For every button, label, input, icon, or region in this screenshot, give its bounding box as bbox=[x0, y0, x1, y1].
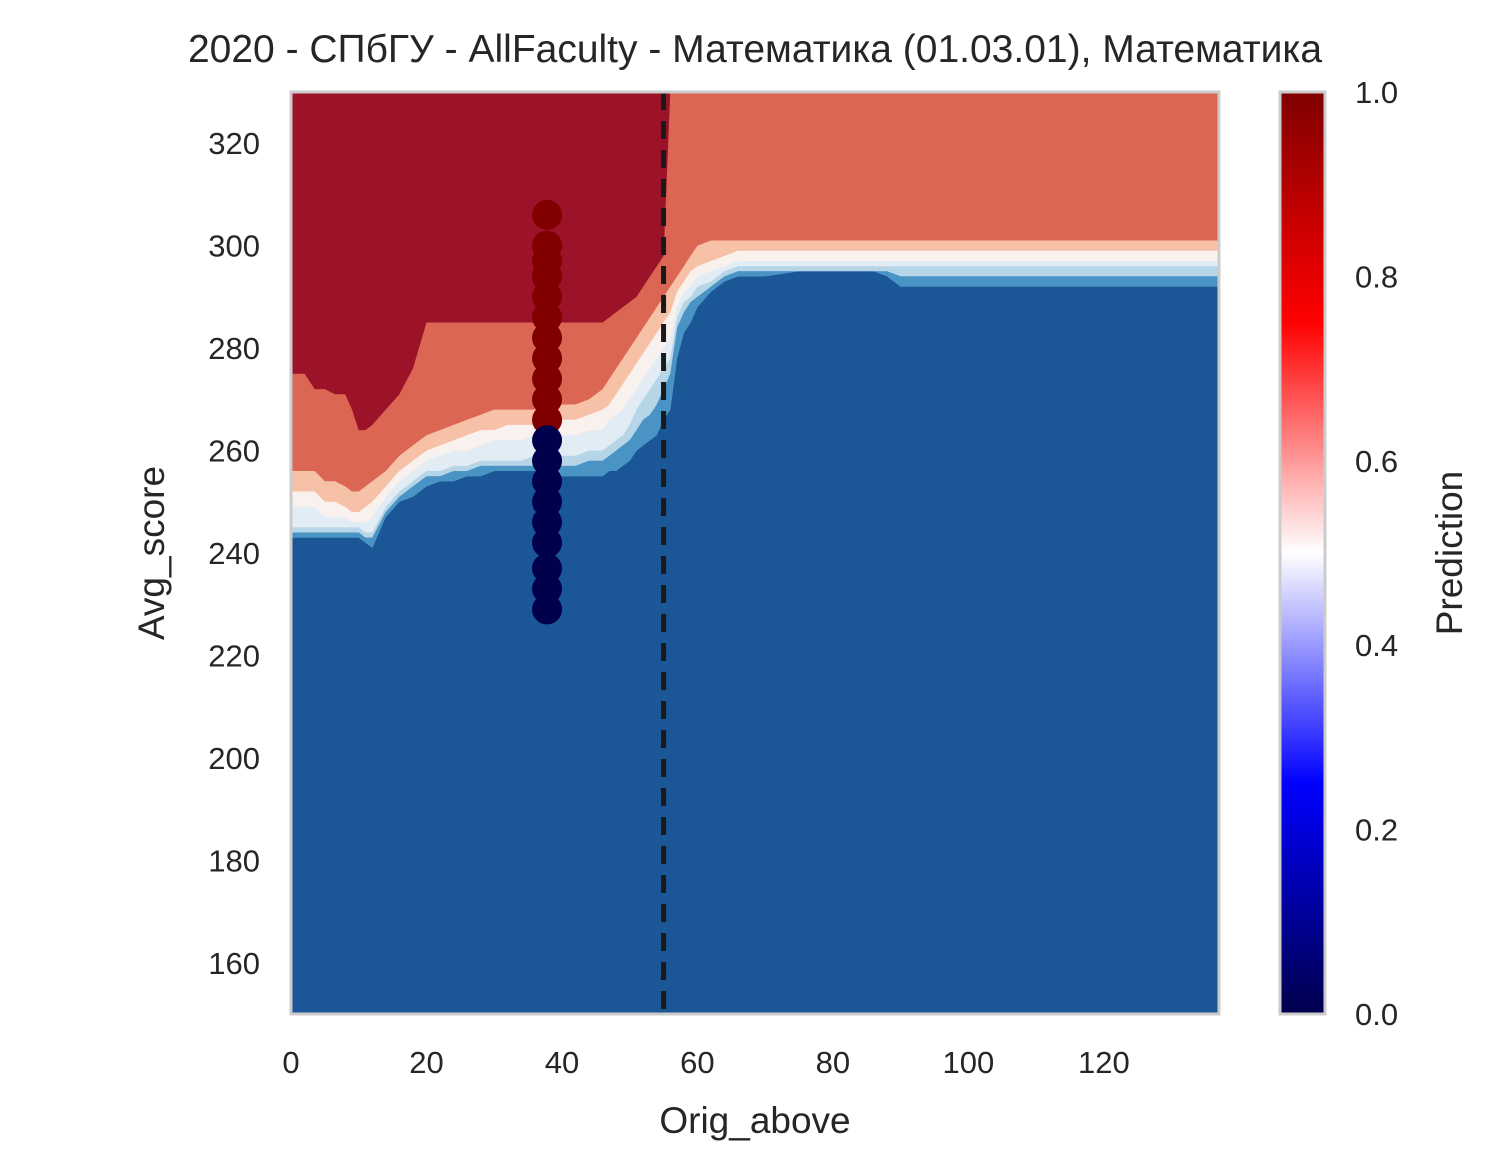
y-axis-label: Avg_score bbox=[131, 466, 172, 640]
colorbar: 0.0 0.2 0.4 0.6 0.8 1.0 Prediction bbox=[1278, 75, 1470, 1032]
y-axis-ticks: 160 180 200 220 240 260 280 300 320 bbox=[208, 126, 260, 981]
y-tick-label: 300 bbox=[208, 229, 260, 264]
colorbar-tick-label: 0.4 bbox=[1355, 628, 1398, 663]
colorbar-tick-label: 0.8 bbox=[1355, 259, 1398, 294]
plot-area bbox=[289, 90, 1221, 1016]
scatter-point-0 bbox=[532, 199, 563, 230]
y-tick-label: 240 bbox=[208, 536, 260, 571]
x-axis-label: Orig_above bbox=[659, 1100, 850, 1141]
y-tick-label: 200 bbox=[208, 741, 260, 776]
colorbar-tick-label: 0.2 bbox=[1355, 813, 1398, 848]
y-tick-label: 260 bbox=[208, 434, 260, 469]
scatter-point-19 bbox=[532, 594, 563, 625]
colorbar-ticks: 0.0 0.2 0.4 0.6 0.8 1.0 bbox=[1355, 75, 1398, 1032]
colorbar-tick-label: 1.0 bbox=[1355, 75, 1398, 110]
plot-frame bbox=[289, 90, 1221, 1016]
colorbar-label: Prediction bbox=[1429, 471, 1470, 636]
y-tick-label: 180 bbox=[208, 843, 260, 878]
x-axis-ticks: 0 20 40 60 80 100 120 bbox=[282, 1045, 1129, 1080]
x-tick-label: 0 bbox=[282, 1045, 299, 1080]
x-tick-label: 80 bbox=[816, 1045, 850, 1080]
y-tick-label: 320 bbox=[208, 126, 260, 161]
colorbar-tick-label: 0.0 bbox=[1355, 997, 1398, 1032]
x-tick-label: 20 bbox=[409, 1045, 443, 1080]
scatter-layer bbox=[532, 199, 563, 625]
y-tick-label: 160 bbox=[208, 946, 260, 981]
contour-band-0.8-1.0 bbox=[291, 92, 1219, 431]
colorbar-tick-label: 0.6 bbox=[1355, 444, 1398, 479]
contour-fill-layer bbox=[291, 92, 1219, 1014]
x-tick-label: 120 bbox=[1078, 1045, 1130, 1080]
x-tick-label: 40 bbox=[545, 1045, 579, 1080]
y-tick-label: 280 bbox=[208, 331, 260, 366]
y-tick-label: 220 bbox=[208, 638, 260, 673]
colorbar-gradient bbox=[1278, 90, 1327, 1016]
scatter-point-16 bbox=[532, 527, 563, 558]
x-tick-label: 60 bbox=[680, 1045, 714, 1080]
contour-band-0.1-0.2 bbox=[291, 271, 1219, 548]
chart-title: 2020 - СПбГУ - AllFaculty - Математика (… bbox=[188, 28, 1322, 71]
x-tick-label: 100 bbox=[943, 1045, 995, 1080]
